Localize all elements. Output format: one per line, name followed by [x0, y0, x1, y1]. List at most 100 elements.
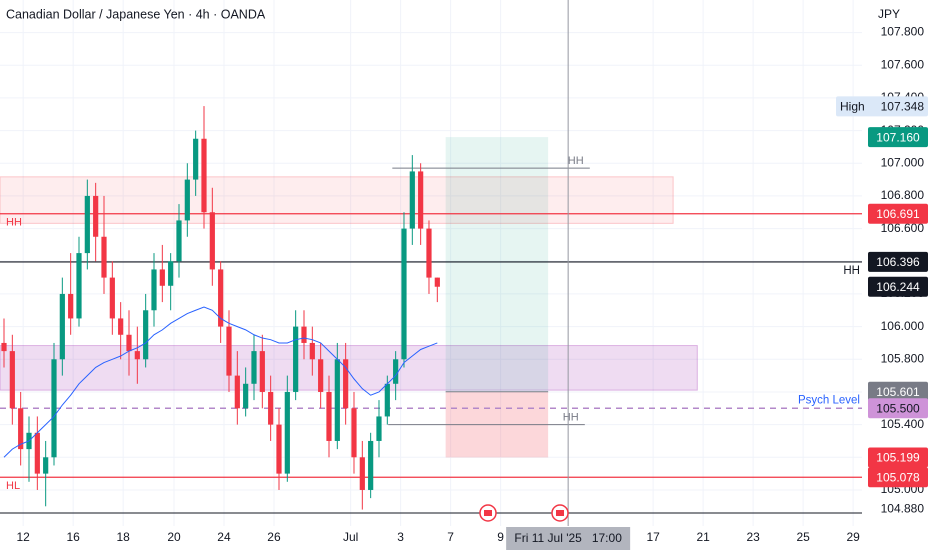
x-tick-label: 21	[696, 530, 710, 544]
candle-body	[134, 351, 140, 360]
currency: JPY	[878, 7, 900, 21]
candle-body	[393, 359, 399, 384]
x-tick-label: 20	[167, 530, 181, 544]
candle-body	[184, 179, 190, 221]
candle-body	[68, 293, 74, 319]
price-label-bg	[868, 276, 928, 297]
candle-body	[151, 269, 157, 311]
price-label-bg	[868, 251, 928, 272]
plot: HH HH HL Psych Level HH HH	[0, 0, 862, 526]
level-tag: HH	[6, 217, 22, 229]
zone	[0, 176, 674, 224]
x-tick-label: 26	[267, 530, 281, 544]
flag	[484, 510, 492, 516]
price-label: 106.244	[876, 280, 920, 294]
x-tick-label: 9	[497, 530, 504, 544]
candle-body	[34, 432, 40, 474]
candle-body	[426, 228, 432, 278]
high-value: 107.348	[881, 100, 925, 114]
candle-body	[1, 342, 7, 352]
candle-body	[401, 228, 407, 360]
candle-body	[176, 220, 182, 262]
moving-average	[3, 306, 438, 458]
price-label: 105.078	[876, 470, 920, 484]
candle-body	[59, 293, 65, 360]
price-label-bg	[868, 127, 928, 148]
candle-body	[143, 310, 149, 360]
candle-body	[251, 351, 257, 384]
marker-label: HH	[568, 155, 584, 167]
candle-body	[434, 277, 440, 287]
candle-body	[51, 359, 57, 458]
candle-body	[284, 391, 290, 474]
profit-zone	[445, 137, 549, 392]
level-tag: HH	[843, 265, 860, 277]
candle-body	[259, 351, 265, 392]
candle-body	[318, 359, 324, 392]
candle-body	[43, 457, 49, 474]
price-label-bg	[868, 398, 928, 419]
candle-body	[168, 261, 174, 286]
candle-body	[9, 351, 15, 409]
candle-body	[268, 391, 274, 425]
crosshair-price: 104.880	[881, 502, 925, 516]
x-tick-label: 18	[116, 530, 130, 544]
candle-body	[218, 269, 224, 327]
candle-body	[293, 326, 299, 392]
y-tick-label: 107.800	[881, 25, 925, 39]
candle-body	[84, 195, 90, 254]
price-label-bg	[868, 447, 928, 468]
y-tick-label: 107.600	[881, 57, 925, 71]
candle-body	[276, 424, 282, 474]
x-tick-label: 17	[646, 530, 660, 544]
chart-title: Canadian Dollar / Japanese Yen · 4h · OA…	[6, 7, 266, 21]
price-label-bg	[868, 203, 928, 224]
candle-body	[209, 212, 215, 270]
price-label: 105.500	[876, 401, 920, 415]
marker-label: HH	[563, 412, 579, 424]
candle-body	[309, 342, 315, 360]
x-tick-label: Jul	[343, 530, 358, 544]
x-tick-label: 3	[397, 530, 404, 544]
y-tick-label: 106.800	[881, 188, 925, 202]
level-tag: Psych Level	[798, 394, 860, 406]
candle-body	[368, 440, 374, 490]
candle-body	[326, 391, 332, 441]
y-tick-label: 107.000	[881, 155, 925, 169]
candle-body	[376, 416, 382, 441]
x-tick-label: 23	[746, 530, 760, 544]
x-tick-label: 7	[447, 530, 454, 544]
candle-body	[409, 171, 415, 229]
price-label: 105.199	[876, 451, 920, 465]
candle-body	[101, 236, 107, 278]
candle-body	[18, 408, 24, 450]
price-label-bg	[868, 381, 928, 402]
y-tick-label: 105.400	[881, 417, 925, 431]
candle-body	[301, 326, 307, 343]
candle-body	[201, 138, 207, 213]
flag	[556, 510, 564, 516]
high-label-bg	[836, 96, 928, 117]
candle-body	[418, 171, 424, 229]
price-label: 107.160	[876, 130, 920, 144]
candle-body	[351, 408, 357, 458]
price-label-bg	[868, 467, 928, 488]
candle-body	[126, 334, 132, 352]
candle-body	[234, 375, 240, 409]
candle-body	[343, 359, 349, 409]
crosshair-price-bg	[868, 499, 928, 520]
price-label: 106.396	[876, 255, 920, 269]
candle-body	[109, 277, 115, 319]
candle-body	[334, 359, 340, 441]
x-tick-label: 16	[66, 530, 80, 544]
event-markers	[479, 504, 569, 522]
high-text: High	[840, 100, 865, 114]
candle-body	[243, 383, 249, 409]
candle-body	[384, 383, 390, 417]
candle-body	[159, 269, 165, 286]
x-tick-label: 24	[217, 530, 231, 544]
candle-body	[226, 326, 232, 376]
price-label: 105.601	[876, 385, 920, 399]
y-tick-label: 105.800	[881, 351, 925, 365]
